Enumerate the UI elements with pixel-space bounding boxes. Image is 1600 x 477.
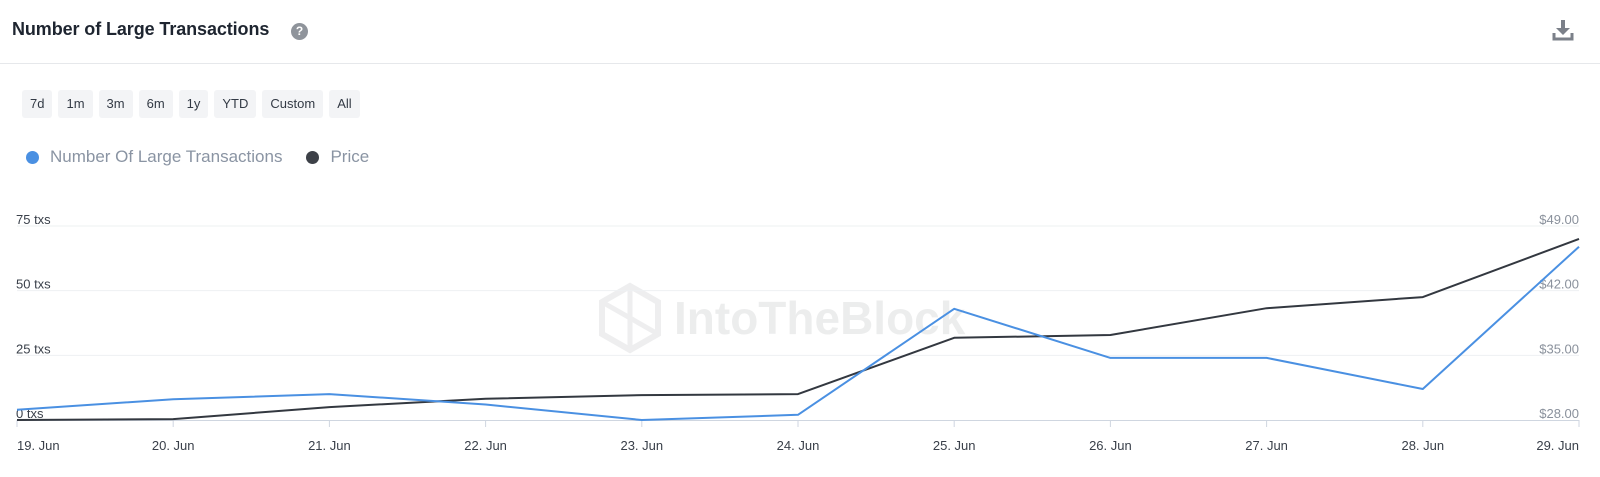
right-tick-label: $28.00 bbox=[1539, 406, 1579, 421]
range-ytd-button[interactable]: YTD bbox=[214, 90, 257, 118]
legend-label: Number Of Large Transactions bbox=[50, 147, 283, 166]
grid-lines bbox=[17, 225, 1579, 356]
x-tick-label: 24. Jun bbox=[777, 438, 820, 453]
watermark-logo: IntoTheBlock bbox=[599, 282, 966, 354]
range-all-button[interactable]: All bbox=[329, 90, 360, 118]
x-axis: 19. Jun 20. Jun 21. Jun 22. Jun 23. Jun 24. J… bbox=[16, 420, 1580, 453]
legend-label: Price bbox=[330, 147, 370, 166]
x-tick-label: 28. Jun bbox=[1401, 438, 1444, 453]
range-1y-button[interactable]: 1y bbox=[178, 90, 209, 118]
chart-title: Number of Large Transactions bbox=[12, 19, 270, 39]
price-line bbox=[16, 237, 1580, 421]
download-icon[interactable] bbox=[1552, 19, 1574, 41]
x-tick-label: 22. Jun bbox=[464, 438, 507, 453]
right-axis-ticks: $28.00 $35.00 $42.00 $49.00 bbox=[1539, 212, 1579, 421]
large-transactions-line bbox=[16, 245, 1580, 421]
x-tick-label: 19. Jun bbox=[17, 438, 60, 453]
range-custom-button[interactable]: Custom bbox=[262, 90, 324, 118]
left-tick-label: 75 txs bbox=[16, 212, 51, 227]
right-tick-label: $49.00 bbox=[1539, 212, 1579, 227]
right-tick-label: $35.00 bbox=[1539, 341, 1579, 356]
range-7d-button[interactable]: 7d bbox=[22, 90, 53, 118]
x-tick-label: 27. Jun bbox=[1245, 438, 1288, 453]
series-lines bbox=[16, 237, 1580, 421]
x-tick-label: 21. Jun bbox=[308, 438, 351, 453]
range-6m-button[interactable]: 6m bbox=[138, 90, 173, 118]
chart-header: Number of Large Transactions ? bbox=[0, 0, 1600, 64]
watermark-text: IntoTheBlock bbox=[674, 292, 966, 344]
x-tick-label: 23. Jun bbox=[620, 438, 663, 453]
x-tick-label: 26. Jun bbox=[1089, 438, 1132, 453]
legend-item-large-transactions[interactable]: Number Of Large Transactions bbox=[26, 147, 282, 167]
x-tick-label: 29. Jun bbox=[1536, 438, 1579, 453]
x-tick-label: 20. Jun bbox=[152, 438, 195, 453]
time-range-selector: 7d 1m 3m 6m 1y YTD Custom All bbox=[22, 90, 360, 118]
range-1m-button[interactable]: 1m bbox=[58, 90, 93, 118]
left-tick-label: 25 txs bbox=[16, 341, 51, 356]
chart-legend: Number Of Large Transactions Price bbox=[26, 147, 393, 167]
legend-dot-icon bbox=[306, 150, 320, 164]
right-tick-label: $42.00 bbox=[1539, 277, 1579, 292]
question-circle-icon[interactable]: ? bbox=[291, 23, 308, 40]
range-3m-button[interactable]: 3m bbox=[98, 90, 133, 118]
legend-item-price[interactable]: Price bbox=[306, 147, 369, 167]
left-tick-label: 50 txs bbox=[16, 277, 51, 292]
x-tick-label: 25. Jun bbox=[933, 438, 976, 453]
legend-dot-icon bbox=[26, 150, 39, 164]
